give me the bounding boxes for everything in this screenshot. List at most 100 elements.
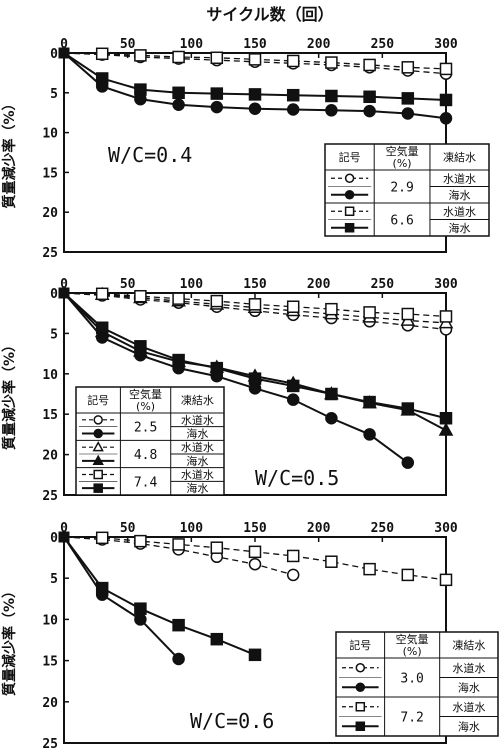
legend-header-symbol: 記号: [349, 638, 371, 652]
data-point: [363, 395, 376, 409]
x-tick-label: 50: [120, 521, 136, 536]
legend-header-air-unit: (%): [136, 400, 155, 413]
legend-marker: [92, 454, 104, 465]
legend-box: [324, 143, 490, 237]
x-tick-label: 200: [307, 521, 331, 536]
data-point: [248, 545, 262, 559]
data-point: [172, 618, 185, 632]
data-point: [134, 602, 147, 615]
data-point: [401, 456, 415, 469]
legend-header-water: 凍結水: [181, 393, 214, 407]
origin-point: [58, 287, 70, 299]
legend-marker: [355, 721, 366, 731]
x-tick-label: 0: [60, 277, 68, 292]
legend-air-value: 7.4: [134, 475, 158, 490]
y-tick-label: 10: [42, 613, 58, 628]
legend-marker: [93, 415, 103, 425]
y-tick-label: 5: [50, 572, 58, 587]
x-tick-label: 300: [434, 37, 458, 52]
legend-header-air: 空気量: [386, 144, 419, 158]
y-tick-label: 10: [42, 368, 58, 383]
panel-2: 0 50 100 150 200 250 300 0 5 10 15 20 25 質量減少率（%） W/C=…: [1, 277, 458, 504]
y-tick-label: 20: [42, 696, 58, 711]
data-point: [363, 428, 376, 441]
legend-header-air-unit: (%): [393, 157, 412, 170]
legend-header-water: 凍結水: [443, 150, 476, 164]
y-tick-label: 15: [42, 655, 58, 670]
origin-point: [58, 47, 70, 59]
data-point: [248, 557, 262, 571]
data-point: [325, 104, 338, 117]
data-point: [439, 62, 453, 76]
legend-water-type: 海水: [448, 221, 470, 235]
y-tick-label: 5: [50, 327, 58, 342]
x-tick-label: 0: [60, 521, 68, 536]
data-point: [248, 102, 262, 115]
x-tick-label: 100: [180, 521, 204, 536]
data-point: [172, 538, 185, 551]
x-tick-label: 200: [307, 37, 331, 52]
data-point: [286, 379, 300, 393]
legend-marker: [93, 428, 103, 439]
data-point: [134, 49, 147, 62]
legend-marker: [93, 483, 103, 493]
data-point: [210, 294, 224, 308]
legend-marker: [93, 469, 103, 480]
data-point: [401, 61, 415, 74]
legend-header-air: 空気量: [396, 632, 429, 646]
data-point: [172, 98, 185, 111]
legend-air-value: 3.0: [400, 672, 423, 687]
y-axis-label: 質量減少率（%）: [1, 338, 18, 450]
legend-water-type: 水道水: [181, 413, 214, 427]
legend-header-symbol: 記号: [339, 150, 361, 164]
data-point: [325, 56, 338, 69]
y-tick-label: 0: [50, 47, 58, 62]
data-point: [325, 89, 338, 103]
legend-water-type: 水道水: [443, 204, 476, 218]
data-point: [172, 86, 185, 100]
data-point: [95, 47, 109, 61]
data-point: [286, 568, 300, 582]
data-point: [248, 648, 262, 662]
wc-annotation: W/C=0.5: [255, 466, 339, 490]
data-point: [95, 531, 109, 545]
x-axis-title: サイクル数（回）: [206, 5, 333, 24]
data-point: [95, 72, 109, 85]
legend-marker: [344, 223, 355, 233]
legend-water-type: 海水: [186, 481, 208, 495]
panel-3: 0 50 100 150 200 250 300 0 5 10 15 20 25 質量減少率（%） W/C=…: [1, 521, 499, 748]
legend-header-air: 空気量: [129, 387, 162, 401]
data-point: [248, 372, 262, 385]
y-tick-label: 0: [50, 531, 58, 546]
legend-marker: [92, 441, 104, 452]
data-point: [172, 50, 185, 64]
y-tick-label: 20: [42, 449, 58, 464]
data-point: [134, 83, 147, 96]
data-point: [172, 652, 185, 666]
data-point: [363, 104, 376, 118]
data-point: [210, 100, 224, 114]
data-point: [286, 393, 300, 406]
data-point: [439, 310, 453, 323]
data-point: [439, 411, 453, 425]
legend-water-type: 海水: [448, 188, 470, 202]
data-point: [210, 361, 224, 375]
legend-water-type: 海水: [186, 427, 208, 441]
x-tick-label: 300: [434, 521, 458, 536]
y-axis-label: 質量減少率（%）: [1, 96, 18, 208]
x-tick-label: 50: [120, 277, 136, 292]
data-point: [172, 292, 185, 305]
y-tick-label: 25: [42, 489, 58, 504]
legend-marker: [355, 663, 366, 673]
data-point: [401, 307, 415, 321]
legend-water-type: 水道水: [443, 171, 476, 185]
data-point: [248, 88, 262, 101]
legend-air-value: 7.2: [400, 711, 423, 726]
legend-air-value: 4.8: [134, 448, 157, 463]
data-point: [439, 573, 453, 587]
legend-water-type: 海水: [458, 719, 480, 733]
data-point: [438, 422, 454, 436]
data-point: [210, 87, 224, 100]
